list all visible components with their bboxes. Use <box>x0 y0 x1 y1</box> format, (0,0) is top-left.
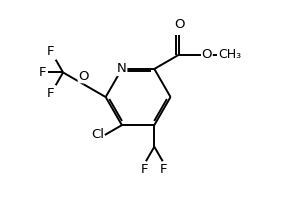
Text: N: N <box>117 62 127 75</box>
Text: F: F <box>141 163 149 176</box>
Text: CH₃: CH₃ <box>218 48 241 61</box>
Text: F: F <box>47 87 55 100</box>
Text: F: F <box>39 66 46 79</box>
Text: F: F <box>47 45 55 58</box>
Text: Cl: Cl <box>91 129 104 141</box>
Text: O: O <box>202 48 212 61</box>
Text: O: O <box>78 70 89 83</box>
Text: F: F <box>160 163 167 176</box>
Text: O: O <box>174 18 184 31</box>
